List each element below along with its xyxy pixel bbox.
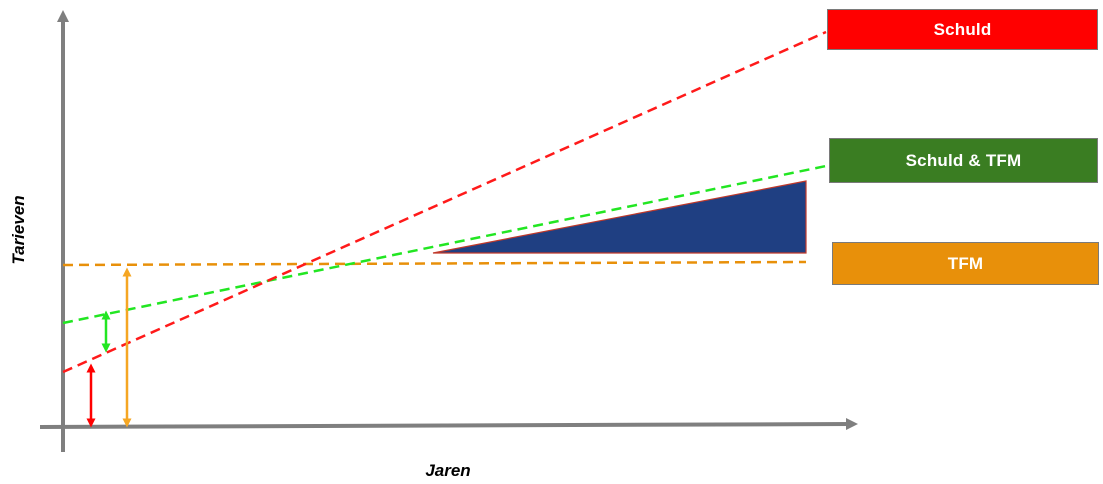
schuld-line <box>62 30 827 374</box>
x-axis-label: Jaren <box>425 461 470 480</box>
schuld-tfm-line <box>62 164 827 325</box>
legend-schuld-label: Schuld <box>933 19 992 39</box>
legend-tfm: TFM <box>832 242 1099 285</box>
shaded-difference-area <box>432 180 807 254</box>
legend-schuld: Schuld <box>827 9 1098 50</box>
x-axis <box>39 418 858 431</box>
y-axis-label: Tarieven <box>9 195 28 264</box>
legend-tfm-label: TFM <box>947 253 984 273</box>
legend-schuld-tfm: Schuld & TFM <box>829 138 1098 183</box>
legend-schuld-tfm-label: Schuld & TFM <box>905 150 1022 170</box>
tfm-line <box>62 260 807 267</box>
